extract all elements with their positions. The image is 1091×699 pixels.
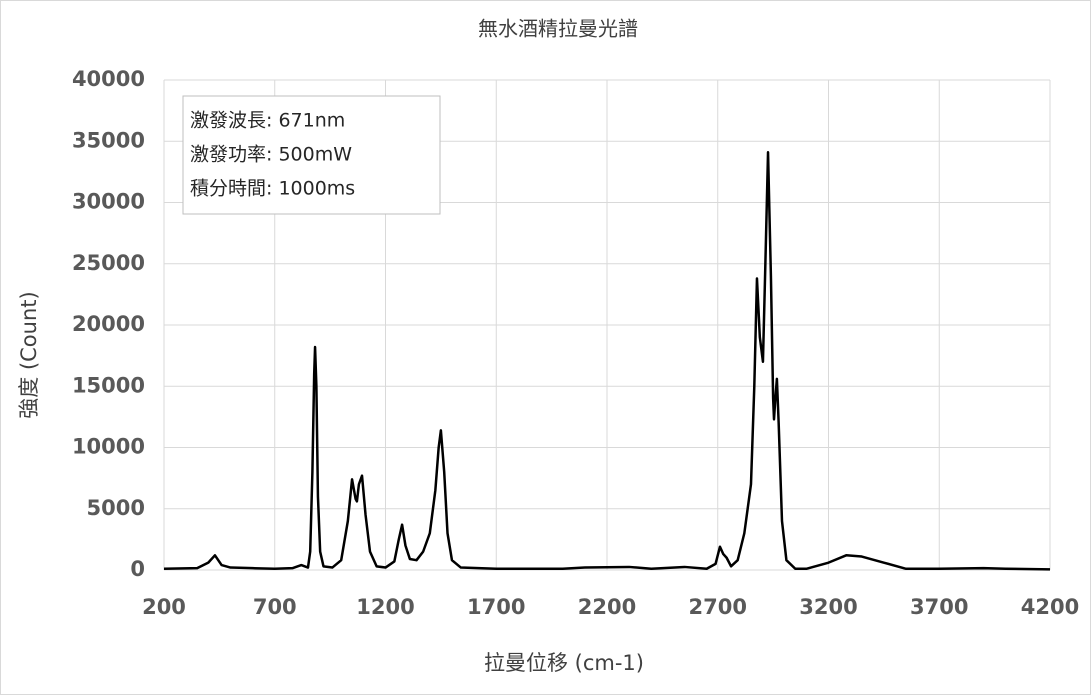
y-tick-label: 35000 bbox=[72, 128, 145, 152]
y-tick-label: 40000 bbox=[72, 67, 145, 91]
annotation-box bbox=[182, 95, 441, 215]
x-tick-label: 3200 bbox=[799, 595, 857, 619]
x-tick-label: 700 bbox=[253, 595, 297, 619]
x-tick-label: 2700 bbox=[689, 595, 747, 619]
x-tick-label: 3700 bbox=[910, 595, 968, 619]
annotation: 激發波長: 671nm bbox=[190, 110, 345, 132]
annotation: 激發功率: 500mW bbox=[190, 144, 352, 166]
x-tick-label: 200 bbox=[142, 595, 186, 619]
y-tick-label: 0 bbox=[130, 557, 145, 581]
annotation: 積分時間: 1000ms bbox=[190, 178, 355, 200]
y-axis-label: 強度 (Count) bbox=[17, 291, 41, 418]
spectrum-line bbox=[163, 151, 1051, 571]
y-tick-label: 10000 bbox=[72, 435, 145, 459]
y-tick-label: 25000 bbox=[72, 251, 145, 275]
y-tick-label: 15000 bbox=[72, 373, 145, 397]
x-tick-label: 2200 bbox=[578, 595, 636, 619]
y-tick-label: 20000 bbox=[72, 312, 145, 336]
x-tick-label: 4200 bbox=[1021, 595, 1079, 619]
chart-title: 無水酒精拉曼光譜 bbox=[478, 17, 638, 41]
x-axis-label: 拉曼位移 (cm-1) bbox=[484, 651, 644, 675]
y-tick-label: 30000 bbox=[72, 190, 145, 214]
y-tick-label: 5000 bbox=[87, 496, 145, 520]
x-tick-label: 1700 bbox=[467, 595, 525, 619]
plot bbox=[163, 151, 1051, 571]
annotations: 激發波長: 671nm 激發功率: 500mW 積分時間: 1000ms bbox=[190, 110, 355, 200]
x-tick-label: 1200 bbox=[356, 595, 414, 619]
